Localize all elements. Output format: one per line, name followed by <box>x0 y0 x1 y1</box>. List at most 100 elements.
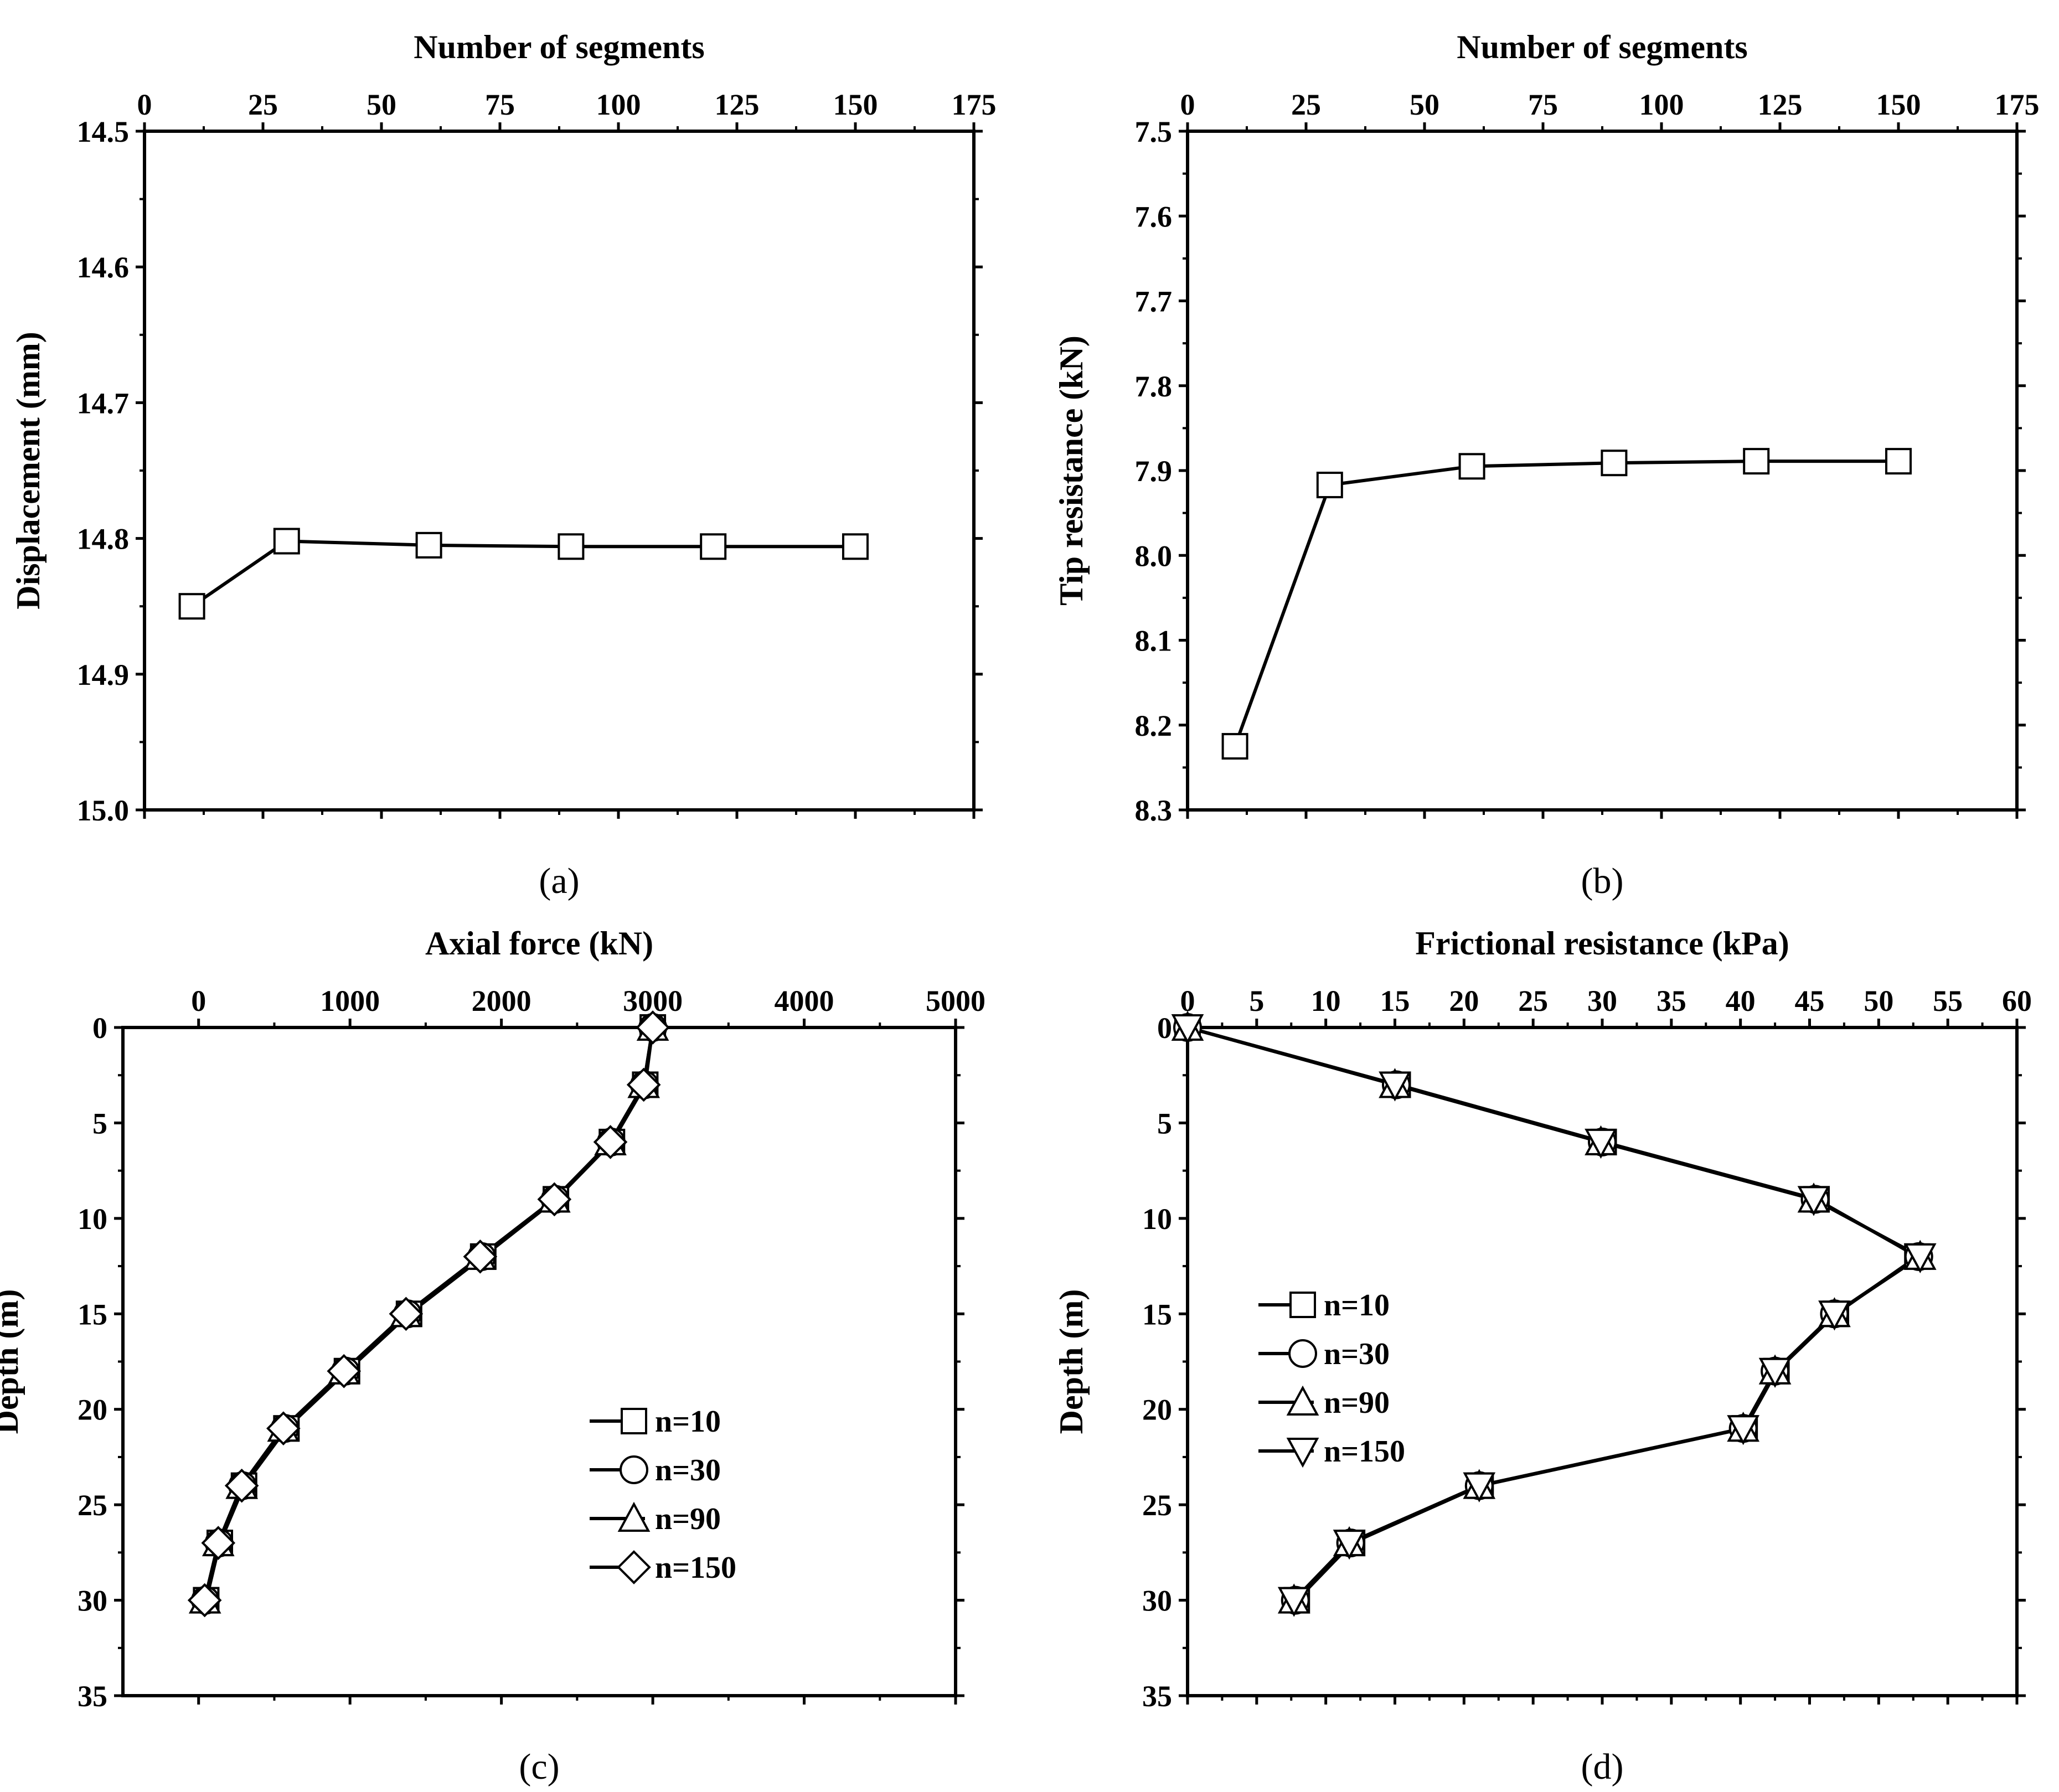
legend-label: n=90 <box>1324 1386 1390 1420</box>
x-tick-label: 40 <box>1726 984 1756 1018</box>
panel-caption: (b) <box>1581 861 1624 901</box>
legend: n=10 n=30 n=90 n=150 <box>1258 1288 1405 1469</box>
y-tick-label: 14.9 <box>77 658 130 691</box>
y-tick-label: 35 <box>78 1680 107 1713</box>
plot-frame <box>145 131 974 810</box>
y-axis-title: Depth (m) <box>0 1289 25 1434</box>
series-line-c-1 <box>205 1027 653 1600</box>
y-axis-title: Depth (m) <box>1053 1289 1090 1434</box>
y-tick-label: 15.0 <box>77 794 130 827</box>
x-tick-label: 50 <box>1864 984 1893 1018</box>
x-tick-label: 75 <box>485 88 515 121</box>
legend-marker <box>1289 1340 1316 1367</box>
y-tick-label: 5 <box>92 1107 107 1140</box>
x-tick-label: 150 <box>1876 88 1921 121</box>
x-tick-label: 55 <box>1933 984 1963 1018</box>
y-tick-label: 8.3 <box>1135 794 1173 827</box>
legend-label: n=10 <box>1324 1288 1390 1323</box>
legend: n=10 n=30 n=90 n=150 <box>590 1404 736 1585</box>
x-axis-title: Number of segments <box>1457 29 1748 65</box>
legend-marker <box>621 1457 647 1483</box>
series-line-b-0 <box>1235 461 1898 746</box>
y-tick-label: 7.9 <box>1135 455 1173 488</box>
y-tick-label: 20 <box>1142 1393 1172 1427</box>
figure: 0 25 50 75 100 125 150 17514.514.614.714.814.91… <box>0 0 2059 1792</box>
x-tick-label: 35 <box>1657 984 1686 1018</box>
data-point-a-s0-p3 <box>559 534 583 559</box>
legend-label: n=30 <box>1324 1337 1390 1371</box>
legend-marker <box>618 1552 649 1583</box>
series-line-c-0 <box>206 1027 653 1600</box>
x-tick-label: 15 <box>1380 984 1410 1018</box>
y-axis-title: Tip resistance (kN) <box>1053 335 1090 606</box>
legend-label: n=90 <box>655 1502 721 1536</box>
x-tick-label: 100 <box>596 88 641 121</box>
x-tick-label: 45 <box>1795 984 1825 1018</box>
data-point-a-s0-p4 <box>701 534 725 559</box>
x-tick-label: 20 <box>1449 984 1479 1018</box>
panel-caption: (a) <box>539 861 579 901</box>
y-tick-label: 0 <box>92 1011 107 1045</box>
y-tick-label: 7.6 <box>1135 200 1173 233</box>
y-tick-label: 25 <box>1142 1489 1172 1522</box>
y-tick-label: 20 <box>78 1393 107 1427</box>
y-tick-label: 7.7 <box>1135 285 1173 318</box>
data-point-b-s0-p4 <box>1744 449 1768 473</box>
y-tick-label: 10 <box>78 1202 107 1236</box>
panel-caption: (d) <box>1581 1747 1624 1787</box>
x-tick-label: 175 <box>952 88 997 121</box>
data-point-b-s0-p2 <box>1460 454 1484 478</box>
x-tick-label: 75 <box>1528 88 1558 121</box>
y-tick-label: 8.1 <box>1135 624 1173 658</box>
x-tick-label: 1000 <box>320 984 380 1018</box>
x-tick-label: 25 <box>248 88 278 121</box>
chart-b: 0 25 50 75 100 125 150 175 7.5 7.6 7.7 7.8 7.9 8.0 8.1… <box>1053 29 2040 901</box>
panel-caption: (c) <box>519 1747 559 1787</box>
chart-a: 0 25 50 75 100 125 150 175 14.5 14.6 14.7 14.8 14.9 1… <box>10 29 997 901</box>
y-tick-label: 14.7 <box>77 386 130 420</box>
x-tick-label: 2000 <box>472 984 531 1018</box>
legend-label: n=30 <box>655 1453 721 1488</box>
y-tick-label: 14.6 <box>77 251 130 284</box>
data-point-b-s0-p5 <box>1886 449 1911 473</box>
y-tick-label: 15 <box>78 1298 107 1331</box>
x-tick-label: 50 <box>367 88 396 121</box>
y-tick-label: 35 <box>1142 1680 1172 1713</box>
x-tick-label: 0 <box>191 984 206 1018</box>
x-tick-label: 5 <box>1249 984 1264 1018</box>
legend-label: n=10 <box>655 1404 721 1439</box>
y-tick-label: 30 <box>78 1584 107 1618</box>
data-point-b-s0-p1 <box>1318 473 1342 497</box>
y-tick-label: 8.2 <box>1135 709 1173 742</box>
x-axis-title: Number of segments <box>414 29 705 65</box>
x-tick-label: 4000 <box>775 984 834 1018</box>
x-tick-label: 25 <box>1518 984 1548 1018</box>
x-tick-label: 30 <box>1587 984 1617 1018</box>
y-axis-title: Displacement (mm) <box>10 332 47 610</box>
data-point-a-s0-p2 <box>417 533 441 557</box>
y-tick-label: 25 <box>78 1489 107 1522</box>
legend-label: n=150 <box>655 1551 736 1585</box>
y-tick-label: 7.5 <box>1135 115 1173 148</box>
data-point-a-s0-p0 <box>180 594 204 618</box>
chart-d: 0 5 10 15 20 25 30 35 40 45 50 55 6005101520253035Fr… <box>1053 925 2032 1787</box>
y-tick-label: 10 <box>1142 1202 1172 1236</box>
x-tick-label: 175 <box>1995 88 2040 121</box>
plot-frame <box>123 1027 956 1696</box>
x-tick-label: 0 <box>137 88 152 121</box>
x-tick-label: 100 <box>1639 88 1684 121</box>
x-tick-label: 125 <box>715 88 760 121</box>
y-tick-label: 8.0 <box>1135 539 1173 572</box>
x-axis-title: Axial force (kN) <box>425 925 653 962</box>
x-axis-title: Frictional resistance (kPa) <box>1415 925 1789 962</box>
series-line-c-3 <box>205 1027 653 1600</box>
x-tick-label: 150 <box>833 88 878 121</box>
y-tick-label: 7.8 <box>1135 370 1173 403</box>
x-tick-label: 0 <box>1180 88 1195 121</box>
x-tick-label: 50 <box>1410 88 1439 121</box>
y-tick-label: 5 <box>1157 1107 1172 1140</box>
x-tick-label: 10 <box>1311 984 1341 1018</box>
y-tick-label: 14.8 <box>77 523 130 556</box>
x-tick-label: 25 <box>1291 88 1321 121</box>
y-tick-label: 30 <box>1142 1584 1172 1618</box>
